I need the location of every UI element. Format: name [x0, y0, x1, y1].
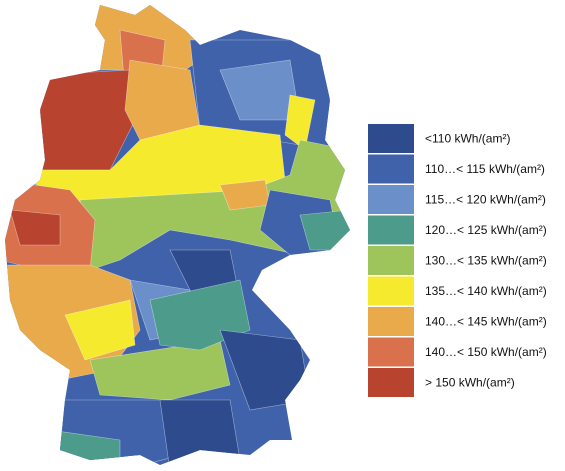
legend-swatch: [368, 185, 414, 214]
germany-map: [5, 5, 350, 465]
legend-swatch: [368, 215, 414, 245]
legend-swatch: [368, 307, 414, 336]
legend-label: 110…< 115 kWh/(am²): [425, 162, 545, 176]
legend-label: > 150 kWh/(am²): [425, 376, 515, 390]
legend-label: <110 kWh/(am²): [425, 132, 510, 146]
region: [159, 399, 241, 465]
region: [299, 209, 350, 251]
region: [64, 299, 136, 361]
legend-label: 130…< 135 kWh/(am²): [425, 254, 547, 268]
legend-swatch: [368, 276, 414, 306]
legend-swatch: [368, 368, 414, 397]
legend: <110 kWh/(am²) 110…< 115 kWh/(am²) 115…< 1…: [368, 124, 547, 397]
legend-label: 115…< 120 kWh/(am²): [425, 193, 546, 207]
region: [9, 209, 61, 246]
legend-label: 120…< 125 kWh/(am²): [425, 223, 547, 237]
legend-swatch: [368, 124, 414, 153]
legend-swatch: [368, 337, 414, 367]
legend-swatch: [368, 246, 414, 275]
legend-label: 140…< 145 kWh/(am²): [425, 315, 547, 329]
legend-swatch: [368, 154, 414, 184]
legend-label: 140…< 150 kWh/(am²): [425, 345, 547, 359]
legend-label: 135…< 140 kWh/(am²): [425, 284, 547, 298]
